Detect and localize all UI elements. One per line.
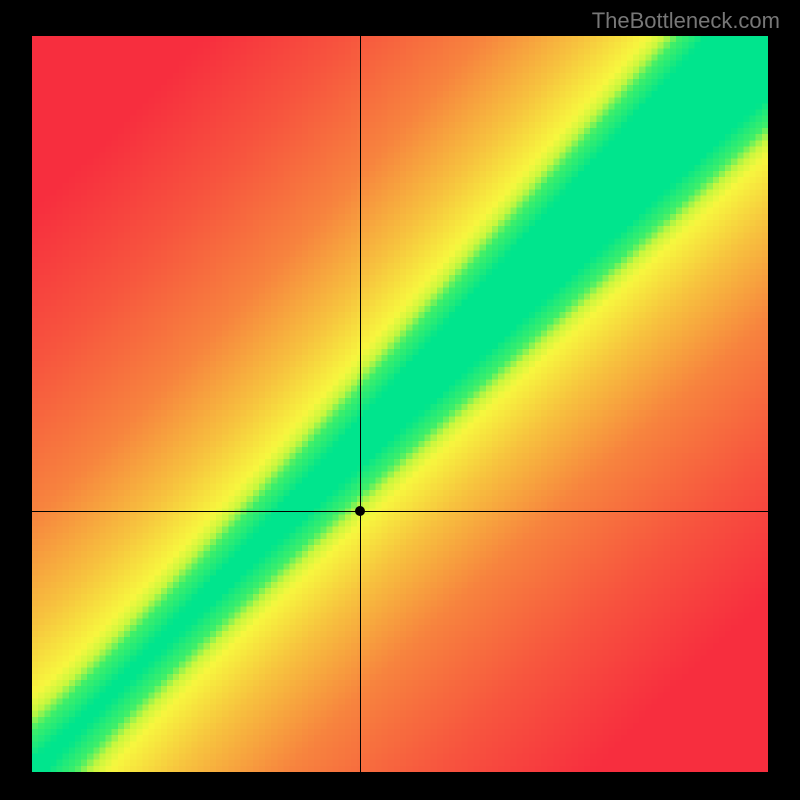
watermark-text: TheBottleneck.com — [592, 8, 780, 34]
heatmap-canvas — [32, 36, 768, 772]
crosshair-marker — [355, 506, 365, 516]
plot-area — [32, 36, 768, 772]
crosshair-vertical — [360, 36, 361, 772]
chart-container: TheBottleneck.com — [0, 0, 800, 800]
crosshair-horizontal — [32, 511, 768, 512]
